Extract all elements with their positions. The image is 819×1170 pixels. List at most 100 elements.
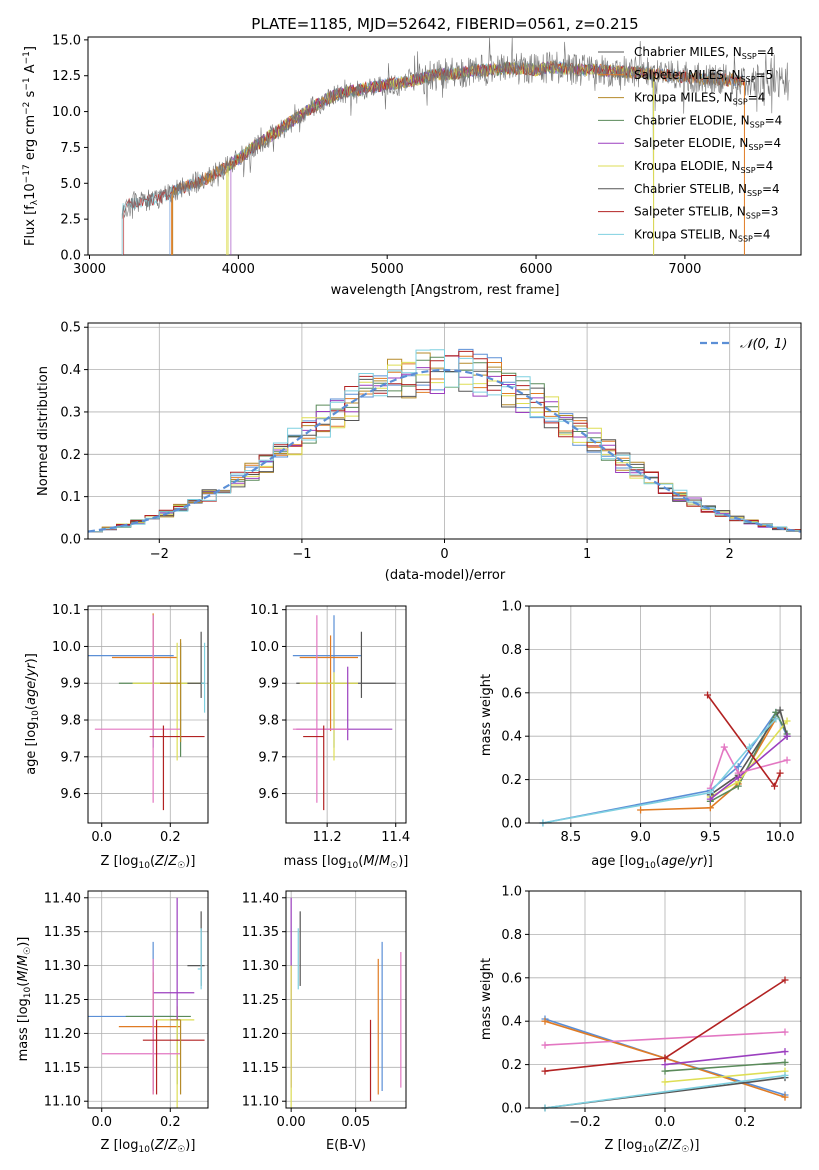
weight-marker xyxy=(781,1071,789,1079)
weight-line xyxy=(664,1050,786,1066)
y-tick-label: 9.8 xyxy=(60,714,81,729)
weight-line xyxy=(542,718,777,824)
weight-marker xyxy=(637,806,645,814)
weight-line xyxy=(709,708,788,796)
weight-marker xyxy=(745,743,753,751)
x-tick-label: 9.0 xyxy=(630,830,651,845)
x-tick-label: −0.2 xyxy=(569,1115,601,1130)
y-tick-label: 9.9 xyxy=(60,677,81,692)
weight-marker xyxy=(781,976,789,984)
x-tick-label: −1 xyxy=(292,547,311,562)
x-tick-label: 11.4 xyxy=(381,830,410,845)
y-tick-label: 11.15 xyxy=(44,1061,81,1076)
ageZ-ylabel: age [log10(age/yr)] xyxy=(24,653,41,775)
weight-line xyxy=(664,1061,786,1072)
weight-marker xyxy=(770,782,778,790)
weight-marker xyxy=(541,1017,549,1025)
wAge-xlabel: age [log10(age/yr)] xyxy=(591,854,713,871)
spectrum-panel: PLATE=1185, MJD=52642, FIBERID=0561, z=0… xyxy=(22,15,802,298)
spectrum-series xyxy=(121,36,790,256)
spectrum-title: PLATE=1185, MJD=52642, FIBERID=0561, z=0… xyxy=(251,15,638,33)
weight-marker xyxy=(783,717,791,725)
age-vs-mass-panel: 11.2 11.4 9.6 9.7 9.8 9.9 10.0 10.1 xyxy=(250,603,410,845)
x-tick-label: 0 xyxy=(440,547,448,562)
y-tick-label: 10.1 xyxy=(52,603,81,618)
residuals-panel: −2 −1 0 1 2 0.0 0.1 0.2 0.3 0.4 0.5 (data-model)/e… xyxy=(36,321,802,583)
y-tick-label: 1.0 xyxy=(501,885,522,900)
y-tick-label: 11.25 xyxy=(44,993,81,1008)
y-tick-label: 0.4 xyxy=(60,363,81,378)
x-tick-label: 0.2 xyxy=(735,1115,756,1130)
wZ-xlabel: Z [log10(Z/Z☉)] xyxy=(605,1138,700,1155)
y-tick-label: 12.5 xyxy=(52,69,81,84)
y-tick-label: 11.35 xyxy=(44,925,81,940)
weight-marker xyxy=(661,1078,669,1086)
weight-marker xyxy=(706,789,714,797)
legend-label: Kroupa ELODIE, NSSP=4 xyxy=(634,159,773,175)
x-tick-label: 0.0 xyxy=(91,1115,112,1130)
legend-label: Salpeter ELODIE, NSSP=4 xyxy=(634,136,781,152)
ageZ-xlabel: Z [log10(Z/Z☉)] xyxy=(101,854,196,871)
legend-label: Chabrier ELODIE, NSSP=4 xyxy=(634,113,782,129)
y-tick-label: 10.0 xyxy=(52,105,81,120)
y-tick-label: 9.7 xyxy=(60,750,81,765)
weight-marker xyxy=(776,769,784,777)
y-tick-label: 0.0 xyxy=(60,249,81,264)
wAge-ylabel: mass weight xyxy=(479,674,494,756)
y-tick-label: 9.9 xyxy=(258,677,279,692)
x-tick-label: 5000 xyxy=(371,262,404,277)
y-tick-label: 11.25 xyxy=(242,993,279,1008)
mass-vs-Z-panel: 0.0 0.2 11.10 11.15 11.20 11.25 11.30 11.35 11.4… xyxy=(44,890,209,1130)
weight-vs-age-panel: 8.5 9.0 9.5 10.0 0.0 0.2 0.4 0.6 0.8 1.0 xyxy=(501,600,802,845)
y-tick-label: 10.1 xyxy=(250,603,279,618)
residual-histogram xyxy=(88,349,801,533)
y-tick-label: 10.0 xyxy=(250,640,279,655)
x-tick-label: 9.5 xyxy=(700,830,721,845)
mass-vs-ebv-panel: 0.00 0.05 11.10 11.15 11.20 11.25 11.30 11.35 11… xyxy=(242,890,407,1130)
weight-marker xyxy=(541,1067,549,1075)
spectrum-ticks: 3000 4000 5000 6000 7000 0.0 2.5 5.0 7.5 10.0 12.5… xyxy=(52,33,701,277)
panel-axes xyxy=(528,605,802,824)
y-tick-label: 0.8 xyxy=(501,928,522,943)
weight-line xyxy=(640,718,777,811)
y-tick-label: 11.10 xyxy=(242,1095,279,1110)
weight-vs-Z-panel: −0.2 0.0 0.2 0.0 0.2 0.4 0.6 0.8 1.0 xyxy=(501,885,802,1130)
mZ-xlabel: Z [log10(Z/Z☉)] xyxy=(101,1138,196,1155)
y-tick-label: 0.0 xyxy=(60,533,81,548)
weight-marker xyxy=(734,769,742,777)
spectrum-ylabel: Flux [fλ10−17 erg cm−2 s−1 A−1] xyxy=(22,46,40,246)
weight-marker xyxy=(704,691,712,699)
spectrum-xlabel: wavelength [Angstrom, rest frame] xyxy=(331,283,560,298)
y-tick-label: 11.35 xyxy=(242,925,279,940)
y-tick-label: 0.3 xyxy=(60,405,81,420)
residuals-ylabel: Normed distribution xyxy=(36,366,51,496)
x-tick-label: 0.05 xyxy=(341,1115,370,1130)
ageM-xlabel: mass [log10(M/M☉)] xyxy=(284,854,409,871)
y-tick-label: 0.5 xyxy=(60,321,81,336)
x-tick-label: 0.0 xyxy=(91,830,112,845)
y-tick-label: 11.40 xyxy=(242,891,279,906)
y-tick-label: 0.6 xyxy=(501,686,522,701)
x-tick-label: 11.2 xyxy=(313,830,342,845)
weight-marker xyxy=(781,1048,789,1056)
x-tick-label: 0.0 xyxy=(655,1115,676,1130)
y-tick-label: 11.30 xyxy=(44,959,81,974)
weight-line xyxy=(544,1031,786,1046)
weight-marker xyxy=(661,1061,669,1069)
x-tick-label: 1 xyxy=(583,547,591,562)
y-tick-label: 9.6 xyxy=(60,787,81,802)
normal-curve xyxy=(87,368,802,533)
y-tick-label: 15.0 xyxy=(52,33,81,48)
wZ-ylabel: mass weight xyxy=(479,958,494,1040)
spectrum-observed-line xyxy=(121,36,790,219)
mZ-ylabel: mass [log10(M/M☉)] xyxy=(16,937,33,1062)
weight-marker xyxy=(661,1067,669,1075)
y-tick-label: 0.2 xyxy=(501,773,522,788)
y-tick-label: 11.30 xyxy=(242,959,279,974)
y-tick-label: 0.2 xyxy=(501,1058,522,1073)
legend-label: Kroupa MILES, NSSP=4 xyxy=(634,91,765,107)
weight-marker xyxy=(720,743,728,751)
weight-marker xyxy=(541,1041,549,1049)
spectrum-legend: Chabrier MILES, NSSP=4 Salpeter MILES, NS… xyxy=(598,45,782,243)
